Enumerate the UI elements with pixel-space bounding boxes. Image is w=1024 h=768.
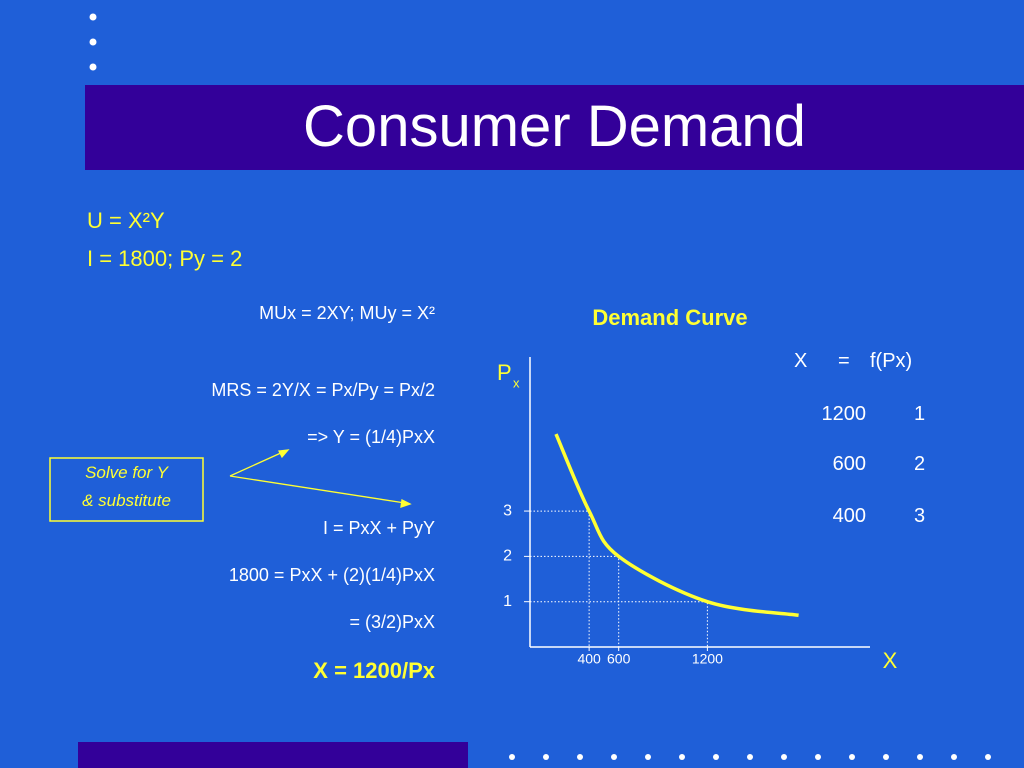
x-tick-label: 600 [607, 651, 631, 667]
demand-curve [554, 433, 799, 618]
guide-line [530, 555, 620, 647]
step: = (3/2)PxX [349, 612, 435, 632]
table-header: = [838, 350, 850, 372]
callout: Solve for Y [85, 463, 168, 482]
guide-line [530, 510, 590, 647]
y-axis-label: P [497, 360, 512, 385]
footer-bar [78, 742, 468, 768]
y-tick-label: 3 [503, 502, 512, 519]
table-cell: 3 [914, 505, 926, 527]
title-bar [85, 85, 1024, 170]
table-cell: 2 [914, 453, 926, 475]
step: MRS = 2Y/X = Px/Py = Px/2 [211, 380, 435, 400]
table-header: f(Px) [870, 350, 913, 372]
given: I = 1800; Py = 2 [87, 246, 243, 271]
x-axis-label: X [883, 648, 898, 673]
y-tick-label: 1 [503, 593, 512, 610]
table-cell: 1 [914, 403, 926, 425]
callout-arrows [229, 449, 412, 508]
bullets [89, 13, 991, 760]
table-cell: 600 [832, 453, 866, 475]
callout: & substitute [82, 491, 171, 510]
x-tick-label: 400 [577, 651, 601, 667]
table-cell: 1200 [821, 403, 867, 425]
step: => Y = (1/4)PxX [307, 427, 435, 447]
table-header: X [794, 350, 808, 372]
table-cell: 400 [832, 505, 866, 527]
result: X = 1200/Px [313, 658, 435, 683]
callout-box [49, 457, 204, 522]
guide-line [530, 601, 708, 647]
y-axis-label-sub: x [513, 375, 520, 390]
step: 1800 = PxX + (2)(1/4)PxX [228, 565, 435, 585]
y-tick-label: 2 [503, 548, 512, 565]
given: U = X²Y [87, 208, 165, 233]
title: Consumer Demand [303, 94, 806, 159]
chart-title: Demand Curve [592, 305, 747, 330]
step: I = PxX + PyY [322, 518, 435, 538]
step: MUx = 2XY; MUy = X² [259, 303, 435, 323]
x-tick-label: 1200 [692, 651, 723, 667]
